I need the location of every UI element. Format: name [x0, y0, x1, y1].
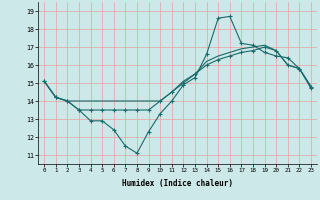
X-axis label: Humidex (Indice chaleur): Humidex (Indice chaleur)	[122, 179, 233, 188]
